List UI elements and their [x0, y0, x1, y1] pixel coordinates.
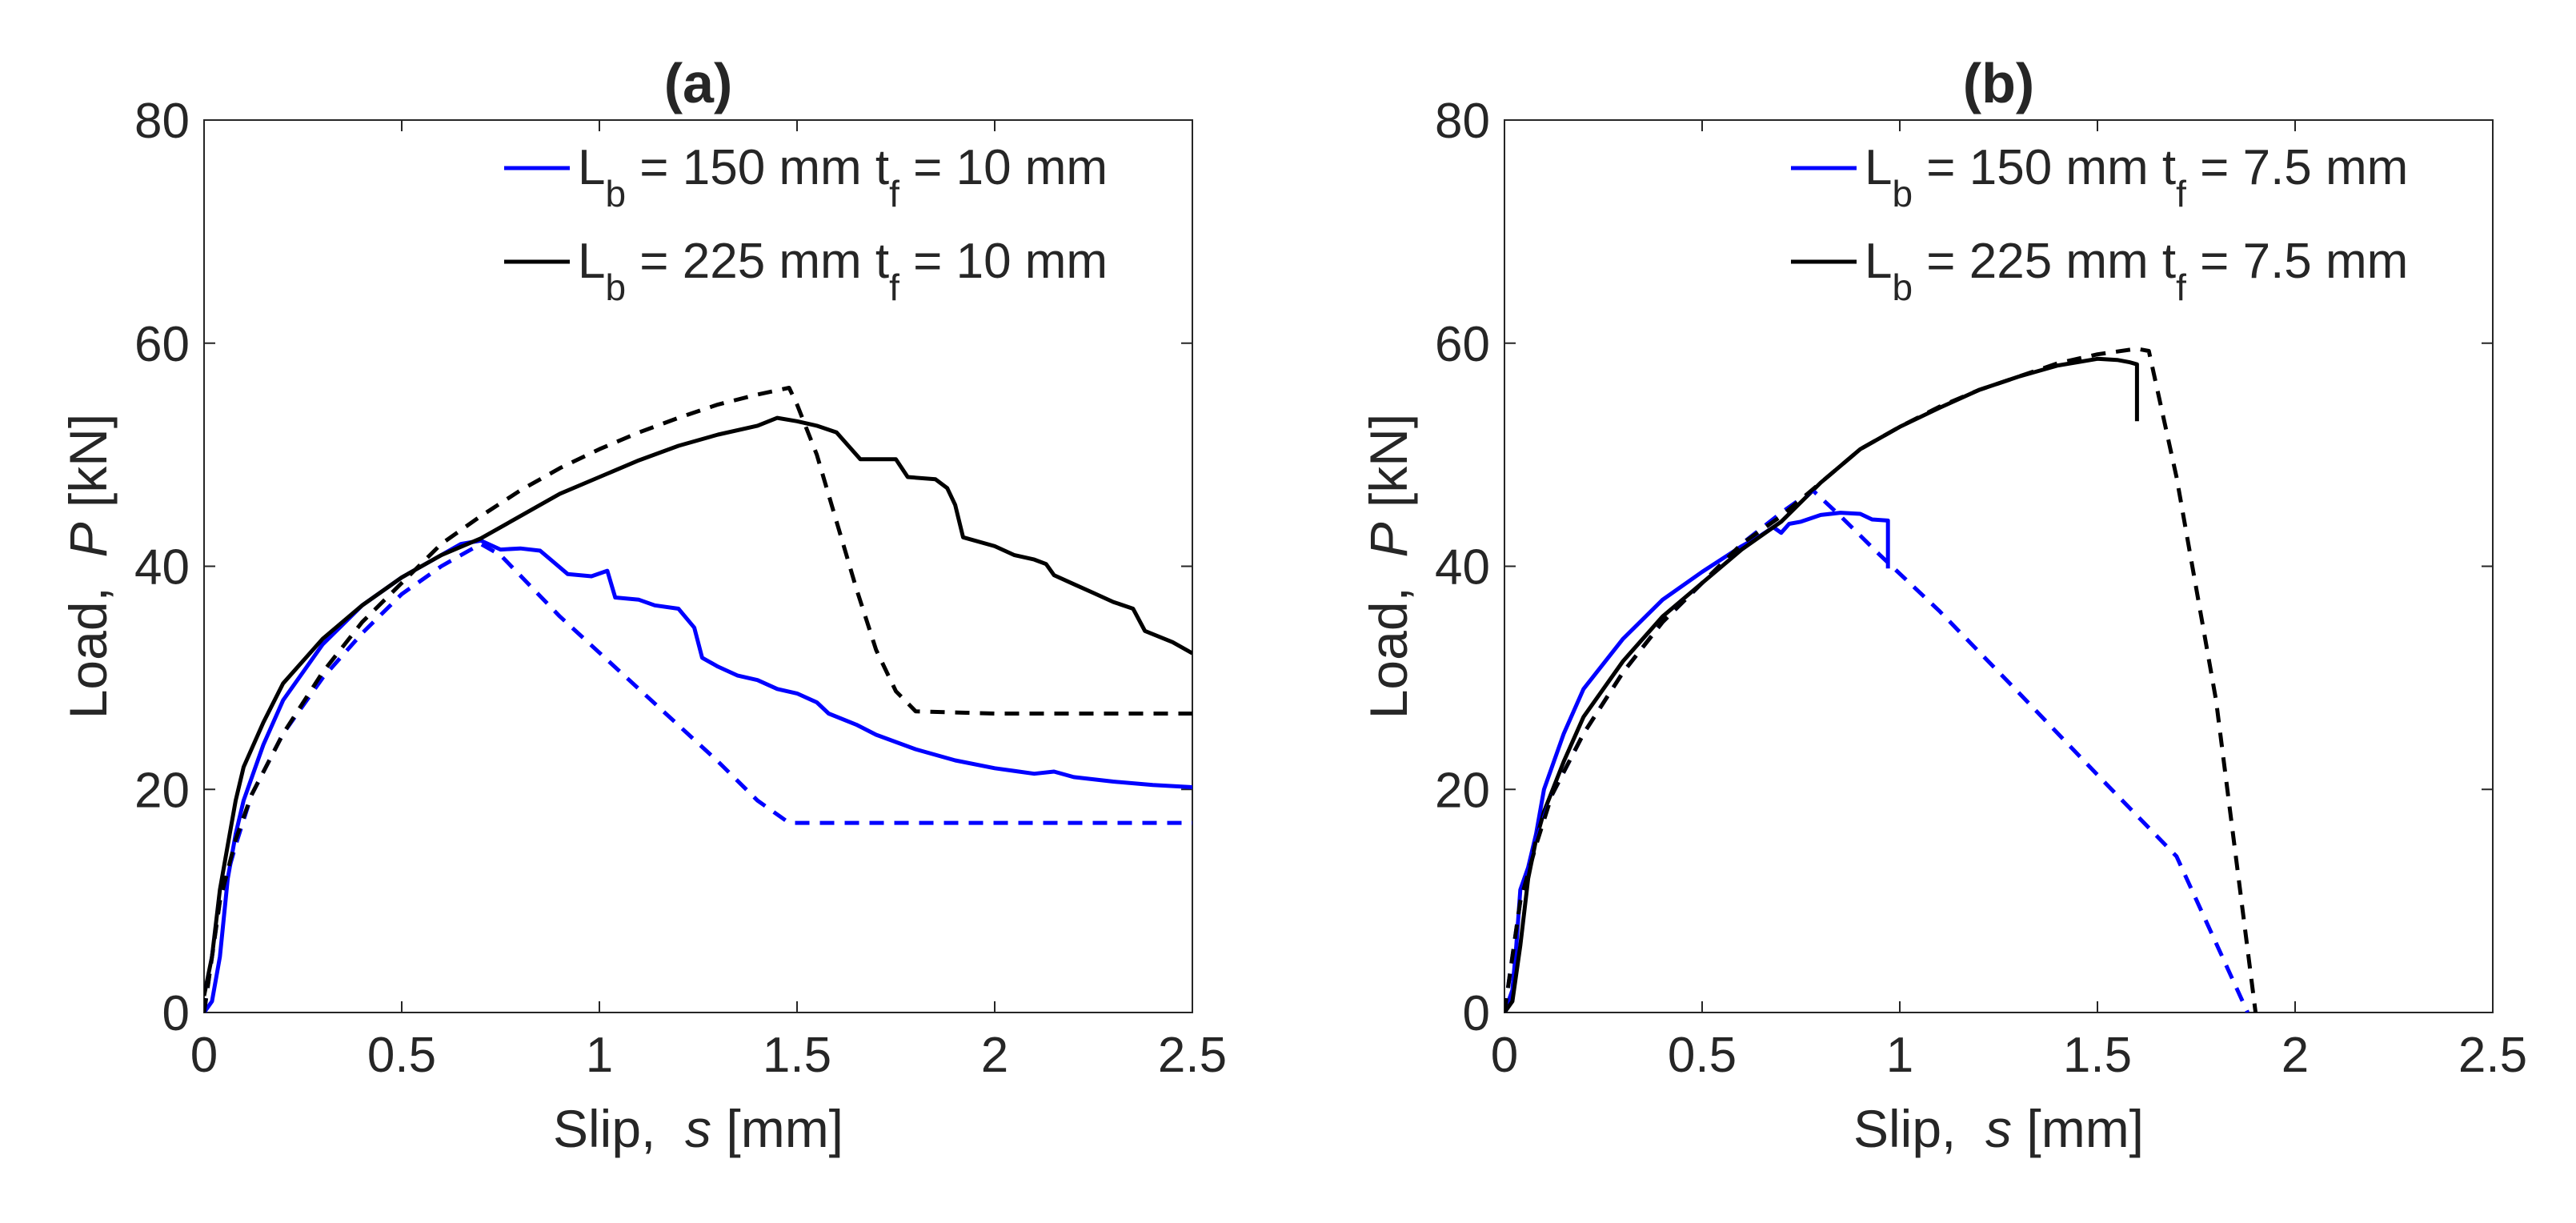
- x-tick-label: 1.5: [2063, 1028, 2132, 1083]
- legend-text: = 7.5 mm: [2186, 140, 2408, 195]
- legend-subscript: b: [1892, 267, 1913, 308]
- legend-subscript: f: [889, 267, 899, 308]
- legend-subscript: b: [605, 173, 626, 215]
- legend-label-0: Lb = 150 mm tf = 7.5 mm: [1865, 140, 2408, 215]
- y-tick-label: 80: [134, 94, 190, 149]
- y-axis-label-prefix: Load,: [1359, 557, 1418, 719]
- x-tick-label: 2: [2282, 1028, 2309, 1083]
- legend-text: = 150 mm t: [1913, 140, 2176, 195]
- series-line-0-solid: [204, 538, 1192, 1012]
- x-tick-label: 0.5: [367, 1028, 436, 1083]
- x-tick-label: 2.5: [1158, 1028, 1227, 1083]
- series-line-3-dashed: [204, 386, 1192, 1012]
- legend-text: = 225 mm t: [1913, 234, 2176, 289]
- chart-panel-0: 0 0.5 1 1.5 2 2.5 0 20 40 60 80 (a) Slip, s [mm] Load…: [58, 52, 1227, 1158]
- legend-subscript: b: [605, 267, 626, 308]
- x-tick-label: 0: [1491, 1028, 1518, 1083]
- y-tick-label: 80: [1435, 94, 1490, 149]
- y-axis-label-symbol: P: [1359, 522, 1418, 557]
- legend-label-1: Lb = 225 mm tf = 10 mm: [578, 234, 1108, 308]
- legend-label-1: Lb = 225 mm tf = 7.5 mm: [1865, 234, 2408, 308]
- series-line-3-dashed: [1504, 347, 2258, 1012]
- y-tick-label: 0: [162, 986, 190, 1041]
- y-axis-label: Load, P [kN]: [58, 414, 118, 720]
- y-tick-label: 40: [1435, 540, 1490, 595]
- y-tick-label: 40: [134, 540, 190, 595]
- x-tick-label: 1: [1886, 1028, 1913, 1083]
- y-axis-label-suffix: [kN]: [58, 414, 118, 523]
- y-axis-label: Load, P [kN]: [1359, 414, 1418, 720]
- x-tick-label: 2: [981, 1028, 1008, 1083]
- legend-label-0: Lb = 150 mm tf = 10 mm: [578, 140, 1108, 215]
- x-axis-label-suffix: [mm]: [711, 1099, 843, 1158]
- y-axis-label-prefix: Load,: [58, 557, 118, 719]
- legend-text: L: [578, 140, 605, 195]
- y-tick-label: 60: [1435, 317, 1490, 372]
- x-axis-label-suffix: [mm]: [2012, 1099, 2144, 1158]
- x-axis-label-symbol: s: [685, 1099, 711, 1158]
- x-axis-label-symbol: s: [1985, 1099, 2012, 1158]
- chart-panel-1: 0 0.5 1 1.5 2 2.5 0 20 40 60 80 (b) Slip, s [mm] Load…: [1359, 52, 2527, 1158]
- series-line-1-solid: [204, 415, 1192, 996]
- legend-text: = 150 mm t: [626, 140, 889, 195]
- legend-text: L: [1865, 234, 1892, 289]
- chart-title: (b): [1963, 52, 2034, 114]
- legend-subscript: f: [2176, 173, 2186, 215]
- x-axis-label: Slip, s [mm]: [1853, 1099, 2144, 1158]
- y-tick-label: 60: [134, 317, 190, 372]
- x-axis-label-prefix: Slip,: [1853, 1099, 1985, 1158]
- legend-text: = 7.5 mm: [2186, 234, 2408, 289]
- x-tick-label: 1.5: [763, 1028, 831, 1083]
- series-line-1-solid: [1504, 356, 2139, 1012]
- legend-text: L: [1865, 140, 1892, 195]
- x-tick-label: 2.5: [2458, 1028, 2527, 1083]
- y-axis-label-suffix: [kN]: [1359, 414, 1418, 523]
- legend-subscript: b: [1892, 173, 1913, 215]
- x-tick-label: 0: [190, 1028, 218, 1083]
- y-axis-label-symbol: P: [58, 522, 118, 557]
- x-tick-label: 1: [586, 1028, 613, 1083]
- legend-text: = 225 mm t: [626, 234, 889, 289]
- y-tick-label: 20: [134, 763, 190, 818]
- y-tick-label: 0: [1463, 986, 1490, 1041]
- legend-subscript: f: [2176, 267, 2186, 308]
- legend-subscript: f: [889, 173, 899, 215]
- series-line-2-dashed: [1504, 488, 2249, 1012]
- y-tick-label: 20: [1435, 763, 1490, 818]
- legend-text: = 10 mm: [899, 140, 1108, 195]
- legend-text: L: [578, 234, 605, 289]
- x-axis-label: Slip, s [mm]: [553, 1099, 843, 1158]
- x-tick-label: 0.5: [1668, 1028, 1737, 1083]
- legend-text: = 10 mm: [899, 234, 1108, 289]
- x-axis-label-prefix: Slip,: [553, 1099, 685, 1158]
- series-line-0-solid: [1504, 511, 1890, 1012]
- chart-title: (a): [664, 52, 733, 114]
